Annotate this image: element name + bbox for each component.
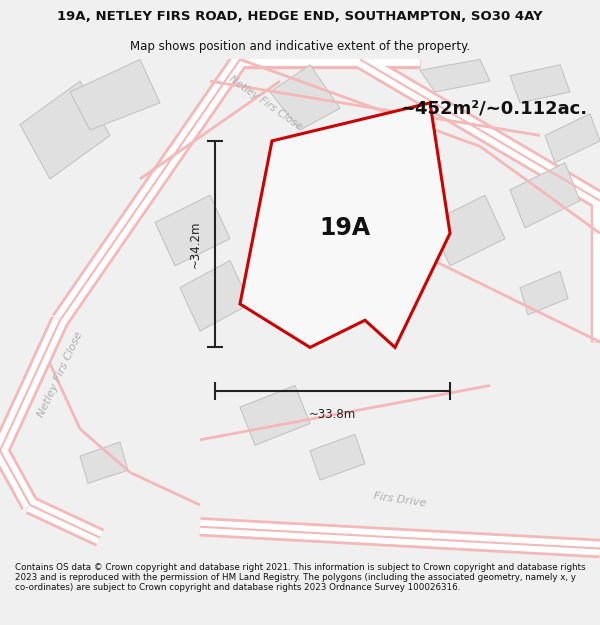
Text: 19A: 19A (319, 216, 371, 240)
Text: ~34.2m: ~34.2m (188, 221, 202, 268)
Polygon shape (420, 59, 490, 92)
Polygon shape (70, 59, 160, 130)
Polygon shape (430, 195, 505, 266)
Polygon shape (510, 65, 570, 103)
Polygon shape (80, 442, 128, 483)
Text: Firs Drive: Firs Drive (373, 491, 427, 508)
Text: Netley Firs Close: Netley Firs Close (36, 330, 84, 419)
Polygon shape (510, 162, 580, 228)
Text: ~452m²/~0.112ac.: ~452m²/~0.112ac. (400, 99, 587, 118)
Text: 19A, NETLEY FIRS ROAD, HEDGE END, SOUTHAMPTON, SO30 4AY: 19A, NETLEY FIRS ROAD, HEDGE END, SOUTHA… (57, 10, 543, 23)
Polygon shape (330, 158, 420, 244)
Polygon shape (240, 386, 310, 445)
Text: Contains OS data © Crown copyright and database right 2021. This information is : Contains OS data © Crown copyright and d… (15, 562, 586, 592)
Polygon shape (520, 271, 568, 315)
Text: Map shows position and indicative extent of the property.: Map shows position and indicative extent… (130, 40, 470, 52)
Polygon shape (310, 434, 365, 480)
Polygon shape (240, 103, 450, 348)
Text: Netley Firs Close: Netley Firs Close (227, 74, 304, 132)
Polygon shape (270, 65, 340, 130)
Polygon shape (155, 195, 230, 266)
Text: ~33.8m: ~33.8m (309, 408, 356, 421)
Polygon shape (20, 81, 110, 179)
Polygon shape (545, 114, 600, 162)
Polygon shape (180, 261, 250, 331)
